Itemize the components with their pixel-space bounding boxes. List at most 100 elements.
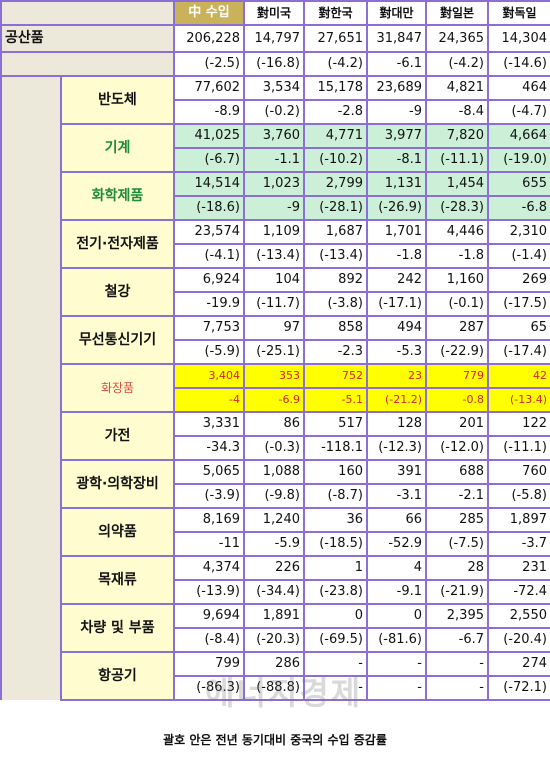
change-cell: (-4.7) [487,99,550,125]
value-cell: 66 [366,507,427,533]
value-cell: 2,799 [303,171,368,197]
value-cell: 2,550 [487,603,550,629]
value-cell: 9,694 [173,603,245,629]
item-change-row: -8.9 (-0.2) -2.8 -9 -8.4 (-4.7) [1,99,550,125]
item-label: 광학·의학장비 [60,459,175,509]
change-cell: (-34.4) [243,579,305,605]
change-cell: -19.9 [173,291,245,317]
change-cell: (-11.7) [243,291,305,317]
value-cell: 7,753 [173,315,245,341]
value-cell: 28 [425,555,489,581]
value-cell: 41,025 [173,123,245,149]
value-cell: 128 [366,411,427,437]
change-cell: -118.1 [303,435,368,461]
change-cell: (-21.9) [425,579,489,605]
summary-value-row: 공산품 206,228 14,797 27,651 31,847 24,365 14,304 [0,24,550,53]
value-cell: 779 [425,363,489,389]
value-cell: 269 [487,267,550,293]
change-cell: -6.7 [425,627,489,653]
change-cell: - [303,675,368,701]
change-cell: (-0.1) [425,291,489,317]
header-row: 中 수입 對미국 對한국 對대만 對일본 對독일 [0,0,550,26]
column-header: 對미국 [243,0,305,26]
value-cell: 517 [303,411,368,437]
value-cell: 15,178 [303,75,368,101]
value-cell: 1,160 [425,267,489,293]
value-cell: 42 [487,363,550,389]
change-cell: (-81.6) [366,627,427,653]
value-cell: 4,771 [303,123,368,149]
change-cell: -52.9 [366,531,427,557]
change-cell: (-18.6) [173,195,245,221]
change-cell: -3.7 [487,531,550,557]
change-cell: - [425,675,489,701]
value-cell: 27,651 [303,24,368,53]
value-cell: 14,797 [243,24,305,53]
value-cell: 752 [303,363,368,389]
item-change-row: -19.9 (-11.7) (-3.8) (-17.1) (-0.1) (-17.5) [1,291,550,317]
value-cell: 688 [425,459,489,485]
change-cell: (-13.4) [487,387,550,413]
change-cell: -9 [366,99,427,125]
value-cell: 24,365 [425,24,489,53]
table-caption: 괄호 안은 전년 동기대비 중국의 수입 증감률 [163,733,387,747]
item-value-row: 전기·전자제품 23,574 1,109 1,687 1,701 4,446 2,310 [1,219,550,269]
value-cell: 3,331 [173,411,245,437]
value-cell: 4 [366,555,427,581]
change-cell: (-1.4) [487,243,550,269]
change-cell: (-28.1) [303,195,368,221]
value-cell: 14,304 [487,24,550,53]
value-cell: - [425,651,489,677]
value-cell: - [366,651,427,677]
value-cell: 36 [303,507,368,533]
value-cell: 6,924 [173,267,245,293]
value-cell: 2,310 [487,219,550,245]
change-cell: -5.3 [366,339,427,365]
value-cell: 4,374 [173,555,245,581]
change-cell: -3.1 [366,483,427,509]
value-cell: 760 [487,459,550,485]
value-cell: 104 [243,267,305,293]
item-value-row: 무선통신기기 7,753 97 858 494 287 65 [1,315,550,365]
item-label: 차량 및 부품 [60,603,175,653]
value-cell: 2,395 [425,603,489,629]
value-cell: 1,109 [243,219,305,245]
change-cell: (-8.7) [303,483,368,509]
value-cell: 3,404 [173,363,245,389]
change-cell: (-13.4) [243,243,305,269]
change-cell: (-21.2) [366,387,427,413]
change-cell: (-5.9) [173,339,245,365]
change-cell: (-13.9) [173,579,245,605]
change-cell: -9 [243,195,305,221]
value-cell: 23,689 [366,75,427,101]
change-cell: (-88.8) [243,675,305,701]
value-cell: 160 [303,459,368,485]
change-cell: (-72.1) [487,675,550,701]
value-cell: 0 [366,603,427,629]
change-cell: (-25.1) [243,339,305,365]
change-cell: (-4.1) [173,243,245,269]
category-label: 공산품 [0,24,175,53]
change-cell: (-4.2) [425,51,489,77]
column-header: 對일본 [425,0,489,26]
value-cell: 226 [243,555,305,581]
value-cell: 31,847 [366,24,427,53]
change-cell: (-5.8) [487,483,550,509]
corner-cell [0,0,175,26]
value-cell: 1,701 [366,219,427,245]
value-cell: 287 [425,315,489,341]
change-cell: (-17.4) [487,339,550,365]
item-label: 철강 [60,267,175,317]
value-cell: 494 [366,315,427,341]
change-cell: (-0.3) [243,435,305,461]
item-label: 목재류 [60,555,175,605]
item-value-row: 가전 3,331 86 517 128 201 122 [1,411,550,461]
item-label: 항공기 [60,651,175,701]
change-cell: -6.8 [487,195,550,221]
value-cell: - [303,651,368,677]
value-cell: 1,891 [243,603,305,629]
change-cell: (-4.2) [303,51,368,77]
change-cell: (-20.4) [487,627,550,653]
change-cell: -5.9 [243,531,305,557]
value-cell: 1 [303,555,368,581]
